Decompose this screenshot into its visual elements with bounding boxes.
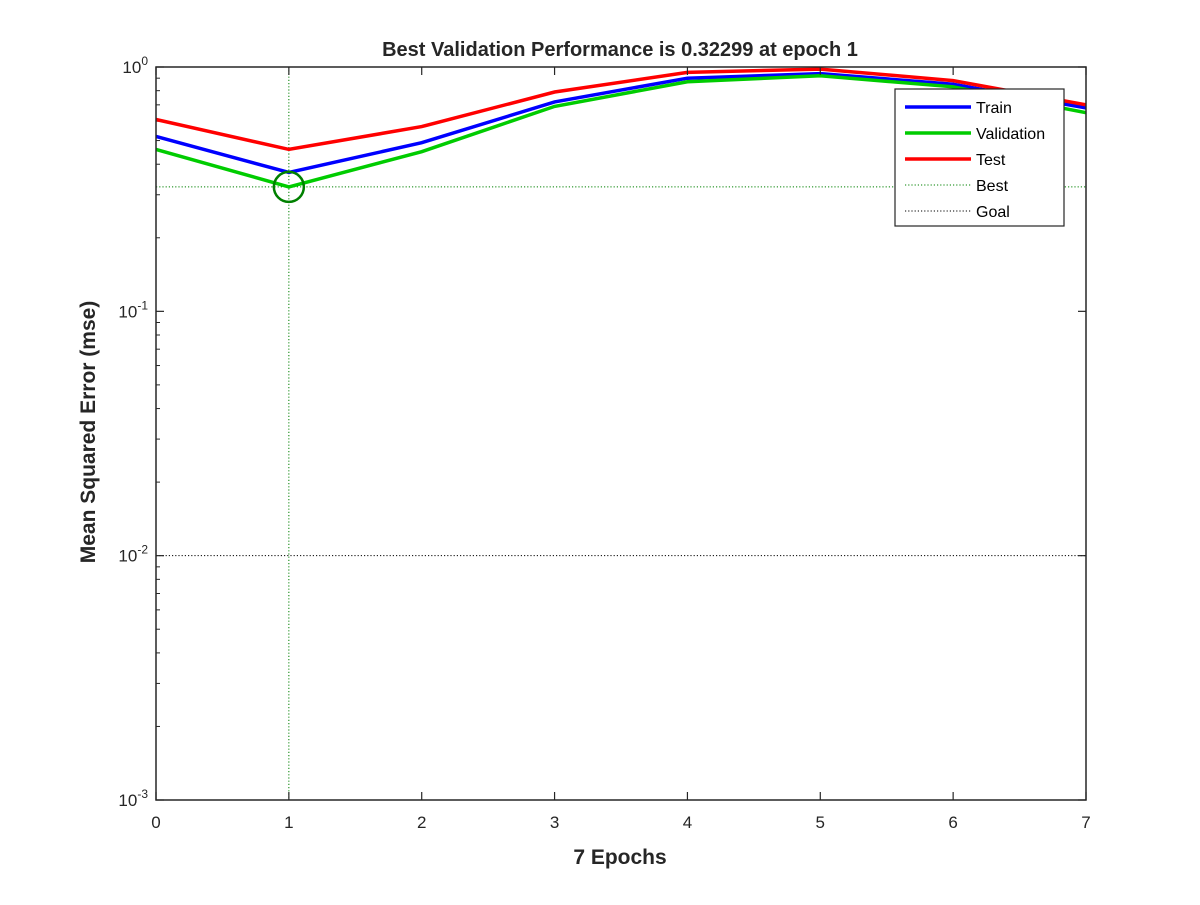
x-tick-label: 5 [816, 813, 825, 832]
legend-label-test: Test [976, 152, 1006, 169]
legend-label-goal: Goal [976, 204, 1010, 221]
best-point-marker [272, 170, 306, 204]
series-line-train [155, 71, 1087, 175]
x-axis-label: 7 Epochs [573, 846, 666, 869]
series-line-test [155, 67, 1087, 152]
axes-frame [155, 66, 1087, 801]
x-tick-label: 4 [683, 813, 692, 832]
legend-label-validation: Validation [976, 126, 1045, 143]
y-tick-label: 10-3 [118, 787, 148, 810]
x-tick-label: 3 [550, 813, 559, 832]
y-tick-label: 10-2 [118, 543, 148, 566]
y-tick-label: 10-1 [118, 298, 148, 321]
y-tick-label: 100 [122, 54, 148, 77]
legend-label-train: Train [976, 100, 1012, 117]
x-tick-label: 7 [1081, 813, 1090, 832]
x-tick-label: 2 [417, 813, 426, 832]
y-axis-label: Mean Squared Error (mse) [77, 301, 100, 564]
series-line-validation [155, 74, 1087, 189]
x-tick-label: 0 [151, 813, 160, 832]
x-tick-label: 1 [284, 813, 293, 832]
legend: Train Validation Test Best Goal [894, 88, 1065, 227]
x-tick-label: 6 [948, 813, 957, 832]
legend-label-best: Best [976, 178, 1009, 195]
chart-title: Best Validation Performance is 0.32299 a… [382, 39, 858, 61]
